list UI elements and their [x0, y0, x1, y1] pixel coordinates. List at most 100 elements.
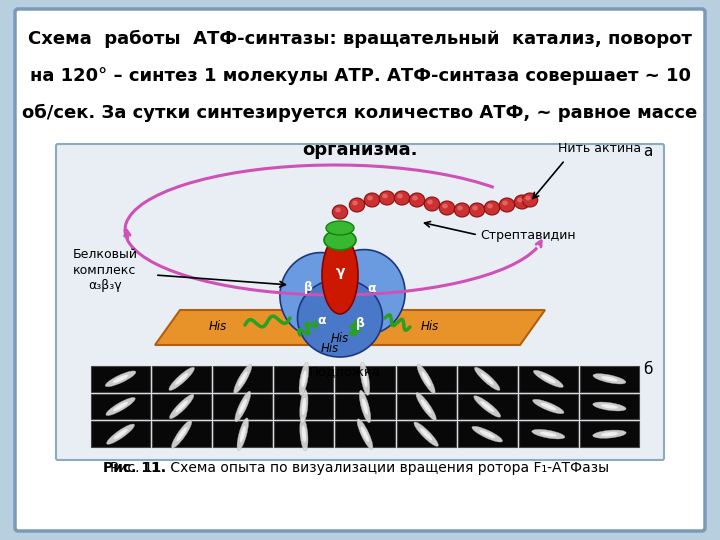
Ellipse shape: [359, 390, 371, 423]
Ellipse shape: [324, 230, 356, 250]
Bar: [519, 366, 578, 391]
Ellipse shape: [300, 417, 308, 451]
Ellipse shape: [474, 367, 500, 390]
Ellipse shape: [325, 249, 405, 334]
Ellipse shape: [485, 201, 500, 215]
Ellipse shape: [412, 195, 418, 200]
Bar: [519, 394, 578, 420]
Bar: [213, 394, 272, 420]
Ellipse shape: [499, 198, 515, 212]
Bar: [397, 366, 456, 391]
Text: α: α: [368, 281, 377, 294]
Ellipse shape: [336, 207, 341, 212]
Bar: [580, 366, 639, 391]
Ellipse shape: [487, 204, 492, 208]
Bar: [91, 366, 150, 391]
Ellipse shape: [534, 370, 563, 387]
Bar: [91, 421, 150, 447]
FancyBboxPatch shape: [56, 144, 664, 460]
Bar: [336, 421, 395, 447]
Ellipse shape: [113, 375, 128, 383]
Ellipse shape: [480, 430, 495, 438]
Text: Белковый
комплекс
α₃β₃γ: Белковый комплекс α₃β₃γ: [73, 248, 138, 292]
Ellipse shape: [474, 396, 500, 417]
Ellipse shape: [424, 197, 440, 211]
Ellipse shape: [439, 201, 455, 215]
Ellipse shape: [522, 193, 538, 207]
Bar: [458, 421, 517, 447]
Ellipse shape: [235, 391, 251, 422]
Ellipse shape: [454, 203, 469, 217]
Ellipse shape: [409, 193, 425, 207]
Ellipse shape: [322, 236, 358, 314]
Ellipse shape: [417, 364, 435, 394]
Ellipse shape: [472, 206, 478, 211]
Text: His: His: [421, 320, 439, 333]
Ellipse shape: [299, 362, 309, 395]
Ellipse shape: [171, 420, 192, 448]
Bar: [213, 421, 272, 447]
Ellipse shape: [349, 198, 365, 212]
Text: β: β: [356, 318, 364, 330]
Bar: [458, 366, 517, 391]
Ellipse shape: [421, 400, 431, 414]
Ellipse shape: [395, 191, 410, 205]
Ellipse shape: [364, 193, 379, 207]
FancyBboxPatch shape: [15, 9, 705, 531]
Text: Схема  работы  АТФ-синтазы: вращательный  катализ, поворот: Схема работы АТФ-синтазы: вращательный к…: [28, 30, 692, 48]
Bar: [91, 394, 150, 420]
Text: Стрептавидин: Стрептавидин: [480, 228, 575, 241]
Bar: [274, 421, 333, 447]
Ellipse shape: [593, 374, 626, 384]
Text: β: β: [304, 281, 312, 294]
Ellipse shape: [593, 402, 626, 411]
Ellipse shape: [105, 371, 136, 387]
Ellipse shape: [480, 401, 494, 412]
Text: His: His: [209, 320, 227, 333]
Ellipse shape: [379, 191, 395, 205]
Bar: [213, 366, 272, 391]
Ellipse shape: [601, 432, 618, 436]
Ellipse shape: [169, 394, 194, 418]
Ellipse shape: [106, 397, 135, 416]
Ellipse shape: [601, 404, 618, 409]
Ellipse shape: [238, 372, 248, 386]
Ellipse shape: [540, 432, 557, 436]
Text: Рис. 11.: Рис. 11.: [103, 461, 166, 475]
Ellipse shape: [541, 374, 556, 383]
Ellipse shape: [421, 372, 431, 386]
Text: на 120° – синтез 1 молекулы АТР. АТФ-синтаза совершает ~ 10: на 120° – синтез 1 молекулы АТР. АТФ-син…: [30, 67, 690, 85]
Ellipse shape: [427, 200, 433, 205]
Ellipse shape: [302, 370, 306, 387]
Text: б: б: [643, 362, 653, 377]
Ellipse shape: [442, 204, 448, 208]
Ellipse shape: [514, 195, 530, 209]
Ellipse shape: [113, 402, 128, 411]
Bar: [397, 394, 456, 420]
Bar: [580, 421, 639, 447]
Ellipse shape: [382, 193, 388, 198]
Ellipse shape: [360, 362, 370, 395]
Ellipse shape: [107, 424, 135, 444]
Ellipse shape: [240, 426, 246, 442]
Text: об/сек. За сутки синтезируется количество АТФ, ~ равное массе: об/сек. За сутки синтезируется количеств…: [22, 104, 698, 122]
Text: α: α: [318, 314, 326, 327]
Text: организма.: организма.: [302, 141, 418, 159]
Ellipse shape: [363, 370, 367, 387]
Ellipse shape: [503, 200, 508, 205]
Bar: [397, 421, 456, 447]
Ellipse shape: [300, 390, 308, 423]
Polygon shape: [155, 310, 545, 345]
Ellipse shape: [481, 373, 494, 384]
Ellipse shape: [517, 198, 523, 202]
Ellipse shape: [175, 373, 188, 384]
Ellipse shape: [237, 418, 248, 450]
Text: Нить актина: Нить актина: [558, 141, 641, 154]
Bar: [458, 394, 517, 420]
Ellipse shape: [176, 400, 188, 413]
Ellipse shape: [326, 221, 354, 235]
Text: Рис. 11. Схема опыта по визуализации вращения ротора F₁-АТФазы: Рис. 11. Схема опыта по визуализации вра…: [110, 461, 610, 475]
Ellipse shape: [357, 419, 373, 449]
Bar: [274, 366, 333, 391]
Ellipse shape: [302, 398, 306, 415]
